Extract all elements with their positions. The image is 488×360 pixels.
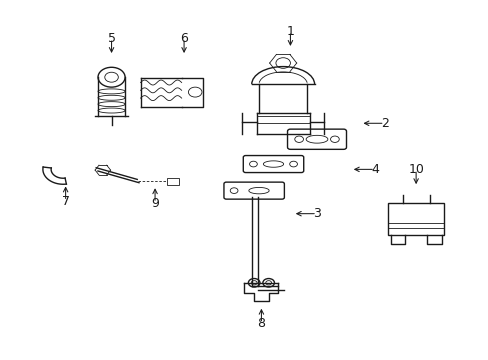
Text: 5: 5 (107, 32, 115, 45)
Text: 7: 7 (61, 195, 69, 208)
Text: 9: 9 (151, 197, 159, 210)
Text: 3: 3 (312, 207, 320, 220)
Text: 1: 1 (286, 24, 294, 38)
Text: 8: 8 (257, 317, 265, 330)
Text: 2: 2 (380, 117, 388, 130)
Bar (167, 178, 179, 185)
Bar (387, 203, 443, 235)
Text: 6: 6 (180, 32, 187, 45)
Text: 10: 10 (407, 163, 423, 176)
Text: 4: 4 (370, 163, 378, 176)
